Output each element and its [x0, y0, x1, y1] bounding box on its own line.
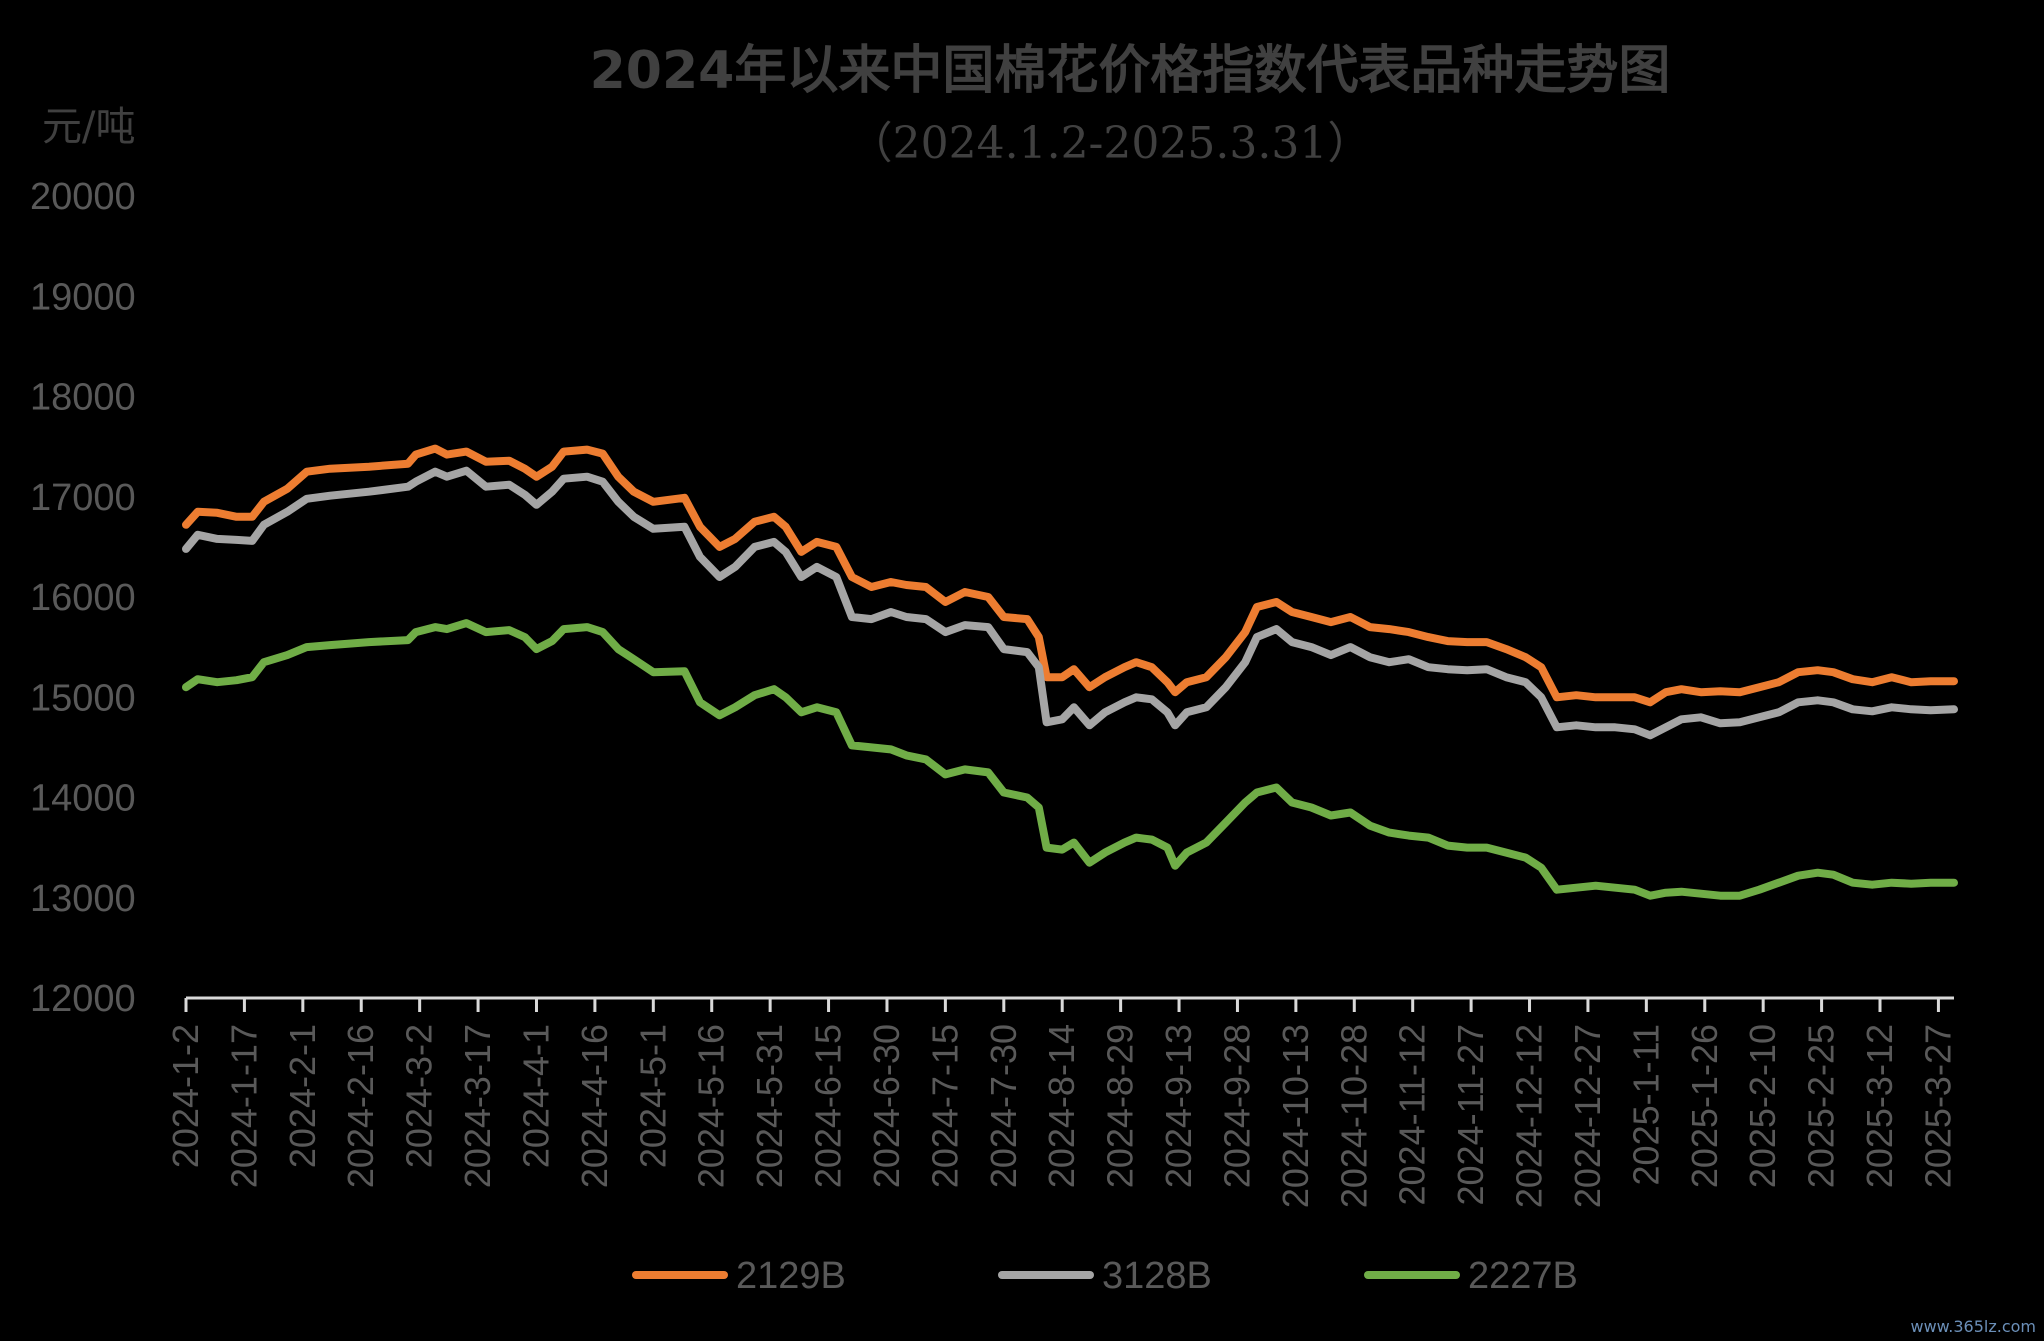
x-tick-label: 2024-4-16 — [574, 1024, 615, 1188]
x-tick-label: 2024-7-15 — [924, 1024, 965, 1188]
series-line-2227B — [182, 619, 1958, 900]
y-tick-label: 16000 — [30, 577, 136, 619]
legend-label-2129B: 2129B — [736, 1255, 846, 1297]
x-tick-label: 2024-10-28 — [1333, 1024, 1374, 1208]
x-tick-label: 2025-2-10 — [1742, 1024, 1783, 1188]
x-tick-label: 2025-3-12 — [1859, 1024, 1900, 1188]
x-tick-label: 2024-1-17 — [223, 1024, 264, 1188]
watermark: www.365lz.com — [1910, 1317, 2036, 1336]
legend-label-3128B: 3128B — [1102, 1255, 1212, 1297]
series-line-2129B — [182, 444, 1958, 707]
y-tick-label: 17000 — [30, 477, 136, 519]
x-tick-label: 2024-12-12 — [1509, 1024, 1550, 1208]
x-tick-label: 2024-1-2 — [165, 1024, 206, 1168]
series-lines — [182, 444, 1958, 900]
x-tick-label: 2024-6-15 — [808, 1024, 849, 1188]
y-tick-label: 14000 — [30, 778, 136, 820]
x-tick-label: 2024-11-12 — [1392, 1024, 1433, 1205]
x-tick-label: 2024-4-1 — [515, 1024, 556, 1168]
x-tick-label: 2024-12-27 — [1567, 1024, 1608, 1208]
chart-subtitle: （2024.1.2-2025.3.31） — [849, 118, 1372, 169]
series-line-3128B — [182, 466, 1958, 740]
x-tick-label: 2024-10-13 — [1275, 1024, 1316, 1208]
x-tick-label: 2024-3-2 — [399, 1024, 440, 1168]
x-tick-label: 2024-9-13 — [1158, 1024, 1199, 1188]
chart-title: 2024年以来中国棉花价格指数代表品种走势图 — [590, 41, 1671, 101]
x-tick-label: 2025-1-11 — [1625, 1024, 1666, 1185]
y-tick-label: 19000 — [30, 276, 136, 318]
x-tick-label: 2025-3-27 — [1917, 1024, 1958, 1188]
x-tick-label: 2024-5-1 — [632, 1024, 673, 1168]
y-tick-label: 15000 — [30, 677, 136, 719]
x-tick-label: 2025-1-26 — [1684, 1024, 1725, 1188]
x-tick-label: 2024-9-28 — [1216, 1024, 1257, 1188]
x-tick-label: 2024-2-16 — [340, 1024, 381, 1188]
x-axis: 2024-1-2 2024-1-17 2024-2-1 2024-2-16 2024-3… — [165, 996, 1958, 1208]
x-tick-label: 2024-5-31 — [749, 1024, 790, 1188]
legend-label-2227B: 2227B — [1468, 1255, 1578, 1297]
x-tick-label: 2024-8-29 — [1100, 1024, 1141, 1188]
x-tick-label: 2024-3-17 — [457, 1024, 498, 1188]
x-tick-label: 2025-2-25 — [1801, 1024, 1842, 1188]
x-tick-label: 2024-5-16 — [691, 1024, 732, 1188]
y-axis-unit: 元/吨 — [42, 104, 135, 150]
x-tick-label: 2024-6-30 — [866, 1024, 907, 1188]
y-tick-label: 18000 — [30, 377, 136, 419]
y-tick-label: 13000 — [30, 878, 136, 920]
legend: 2129B 3128B 2227B — [632, 1255, 1578, 1297]
y-tick-label: 12000 — [30, 978, 136, 1020]
x-tick-label: 2024-7-30 — [983, 1024, 1024, 1188]
x-tick-label: 2024-11-27 — [1450, 1024, 1491, 1205]
x-tick-label: 2024-2-1 — [282, 1024, 323, 1168]
y-axis: 12000 13000 14000 15000 16000 17000 18000 19000… — [30, 176, 136, 1020]
x-tick-label: 2024-8-14 — [1041, 1024, 1082, 1188]
y-tick-label: 20000 — [30, 176, 136, 218]
